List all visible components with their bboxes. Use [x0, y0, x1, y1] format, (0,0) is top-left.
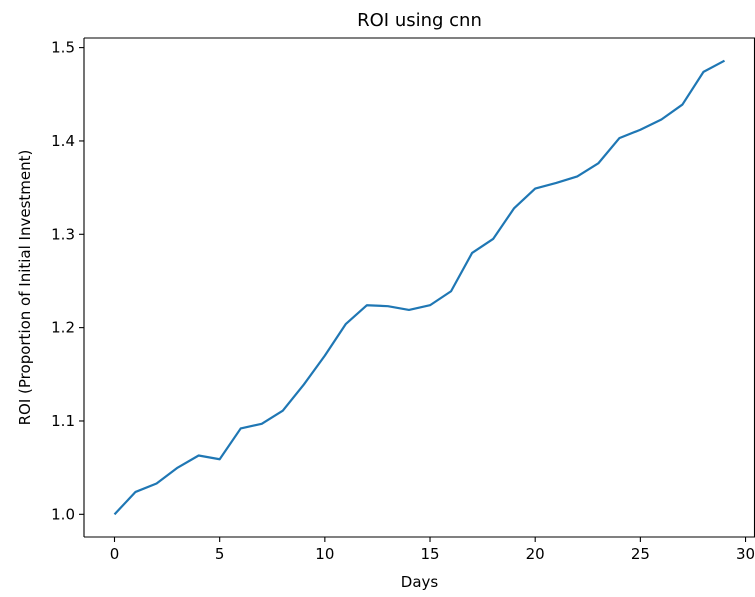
- x-tick-label: 10: [315, 545, 334, 563]
- y-tick-label: 1.5: [51, 39, 75, 57]
- x-axis-label: Days: [401, 573, 439, 591]
- x-tick-label: 5: [215, 545, 225, 563]
- x-tick-label: 30: [736, 545, 755, 563]
- y-axis-label: ROI (Proportion of Initial Investment): [16, 150, 34, 426]
- plot-area-layer: [113, 59, 726, 516]
- axes-layer: 0 5 10 15 20 25 30 1.0 1.1 1.2 1.3 1.4 1.5: [51, 37, 755, 563]
- x-tick-label: 0: [110, 545, 120, 563]
- x-tick-label: 20: [526, 545, 545, 563]
- chart-title: ROI using cnn: [357, 10, 482, 31]
- y-tick-label: 1.4: [51, 132, 75, 150]
- y-tick-label: 1.2: [51, 319, 75, 337]
- x-tick-label: 25: [631, 545, 650, 563]
- y-tick-label: 1.3: [51, 225, 75, 243]
- roi-series-line: [113, 59, 726, 516]
- x-tick-label: 15: [420, 545, 439, 563]
- y-tick-label: 1.0: [51, 505, 75, 523]
- y-tick-label: 1.1: [51, 412, 75, 430]
